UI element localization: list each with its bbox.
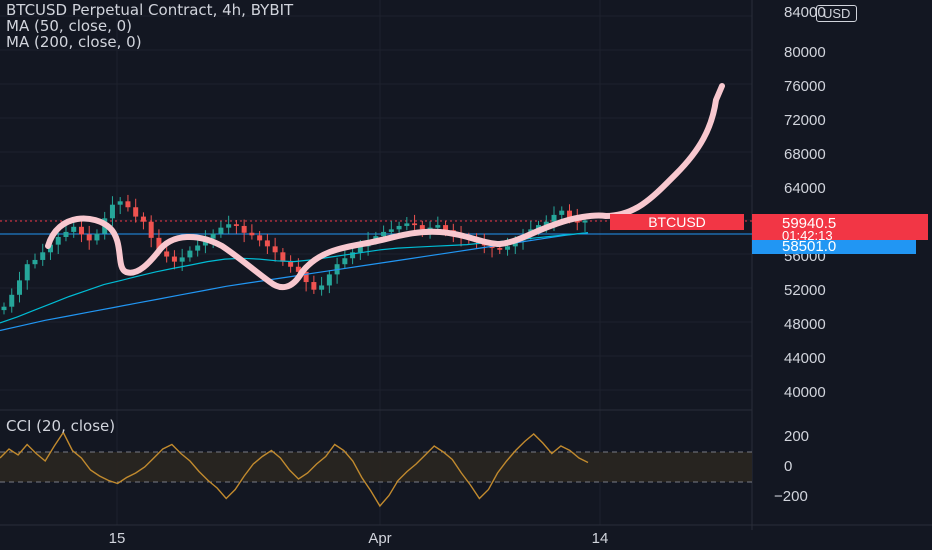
candle-body	[94, 233, 100, 241]
cci-line	[0, 431, 589, 508]
candle-body	[156, 237, 162, 252]
candle-body	[195, 245, 201, 251]
candle-body	[272, 246, 278, 253]
candle-body	[326, 274, 332, 286]
candle-body	[404, 223, 410, 226]
candle-body	[412, 223, 418, 226]
candle-body	[47, 244, 53, 253]
drawing-label[interactable]: BTCUSD	[610, 214, 744, 230]
bar-countdown: 01:42:13	[782, 228, 833, 243]
candle-body	[419, 225, 425, 230]
candle-body	[543, 221, 549, 226]
candle-body	[388, 229, 394, 232]
candle-body	[342, 258, 348, 265]
candle-body	[582, 220, 588, 223]
candle-body	[125, 201, 131, 208]
candle-body	[55, 237, 61, 245]
price-tick: 84000	[784, 4, 826, 21]
candle-body	[164, 251, 170, 257]
chart-legend: BTCUSD Perpetual Contract, 4h, BYBIT MA …	[6, 2, 293, 50]
price-tick: 44000	[784, 350, 826, 367]
candle-body	[16, 280, 22, 295]
candle-body	[86, 234, 92, 241]
candle-body	[148, 221, 154, 238]
time-tick: Apr	[368, 530, 392, 547]
candle-body	[303, 271, 309, 283]
cci-tick: 0	[784, 458, 793, 475]
candle-body	[567, 210, 573, 218]
chart-grid	[0, 0, 752, 525]
candle-body	[179, 257, 185, 262]
last-price-value: 59940.5	[782, 215, 837, 232]
candle-body	[443, 225, 449, 231]
candle-body	[63, 231, 69, 237]
candle-body	[171, 256, 177, 262]
price-tick: 72000	[784, 112, 826, 129]
candle-body	[109, 204, 115, 219]
price-tick: 52000	[784, 282, 826, 299]
candle-body	[295, 266, 301, 272]
candle-body	[551, 214, 557, 222]
candle-body	[257, 235, 263, 241]
last-price-label: 59940.5 01:42:13	[752, 214, 928, 243]
candle-body	[350, 252, 356, 259]
candle-body	[71, 226, 77, 232]
candle-body	[311, 282, 317, 290]
time-tick: 15	[108, 530, 126, 547]
candle-body	[233, 224, 239, 226]
candle-body	[396, 225, 402, 230]
candle-body	[218, 227, 224, 234]
candle-body	[117, 201, 123, 205]
price-tick: 68000	[784, 146, 826, 163]
candle-body	[1, 306, 7, 311]
candle-body	[24, 264, 30, 281]
candle-body	[9, 294, 15, 307]
candle-body	[497, 248, 503, 250]
ma-price-label: 58501.0	[752, 239, 916, 254]
price-tick: 76000	[784, 78, 826, 95]
cci-tick: −200	[774, 488, 808, 505]
candle-body	[249, 232, 255, 236]
candle-body	[435, 225, 441, 228]
candle-body	[505, 246, 511, 250]
time-tick: 14	[591, 530, 609, 547]
candle-body	[280, 252, 286, 262]
candles	[1, 194, 588, 315]
candle-body	[357, 246, 363, 253]
candle-body	[559, 210, 565, 215]
candle-body	[264, 240, 270, 247]
currency-button[interactable]: USD	[816, 5, 858, 22]
price-tick: 48000	[784, 316, 826, 333]
candle-body	[319, 285, 325, 290]
candle-body	[133, 207, 139, 217]
candle-body	[241, 225, 247, 233]
hand-drawn-forecast-line	[45, 83, 725, 291]
symbol-title[interactable]: BTCUSD Perpetual Contract, 4h, BYBIT	[6, 1, 294, 19]
candle-body	[288, 261, 294, 267]
candle-body	[140, 216, 146, 222]
candle-body	[78, 226, 84, 235]
price-tick: 64000	[784, 180, 826, 197]
candle-body	[427, 227, 433, 230]
price-tick: 40000	[784, 384, 826, 401]
candle-body	[32, 259, 38, 265]
ma200-legend[interactable]: MA (200, close, 0)	[6, 33, 142, 51]
candle-body	[40, 252, 46, 260]
cci-legend[interactable]: CCI (20, close)	[6, 417, 116, 435]
cci-tick: 200	[784, 428, 810, 445]
ma50-legend[interactable]: MA (50, close, 0)	[6, 17, 133, 35]
candle-body	[381, 231, 387, 237]
ma200-line	[0, 232, 589, 332]
candle-body	[536, 225, 542, 230]
candle-body	[187, 250, 193, 258]
candle-body	[210, 233, 216, 239]
cci-band	[0, 452, 752, 482]
candle-body	[226, 224, 232, 228]
price-tick: 80000	[784, 44, 826, 61]
